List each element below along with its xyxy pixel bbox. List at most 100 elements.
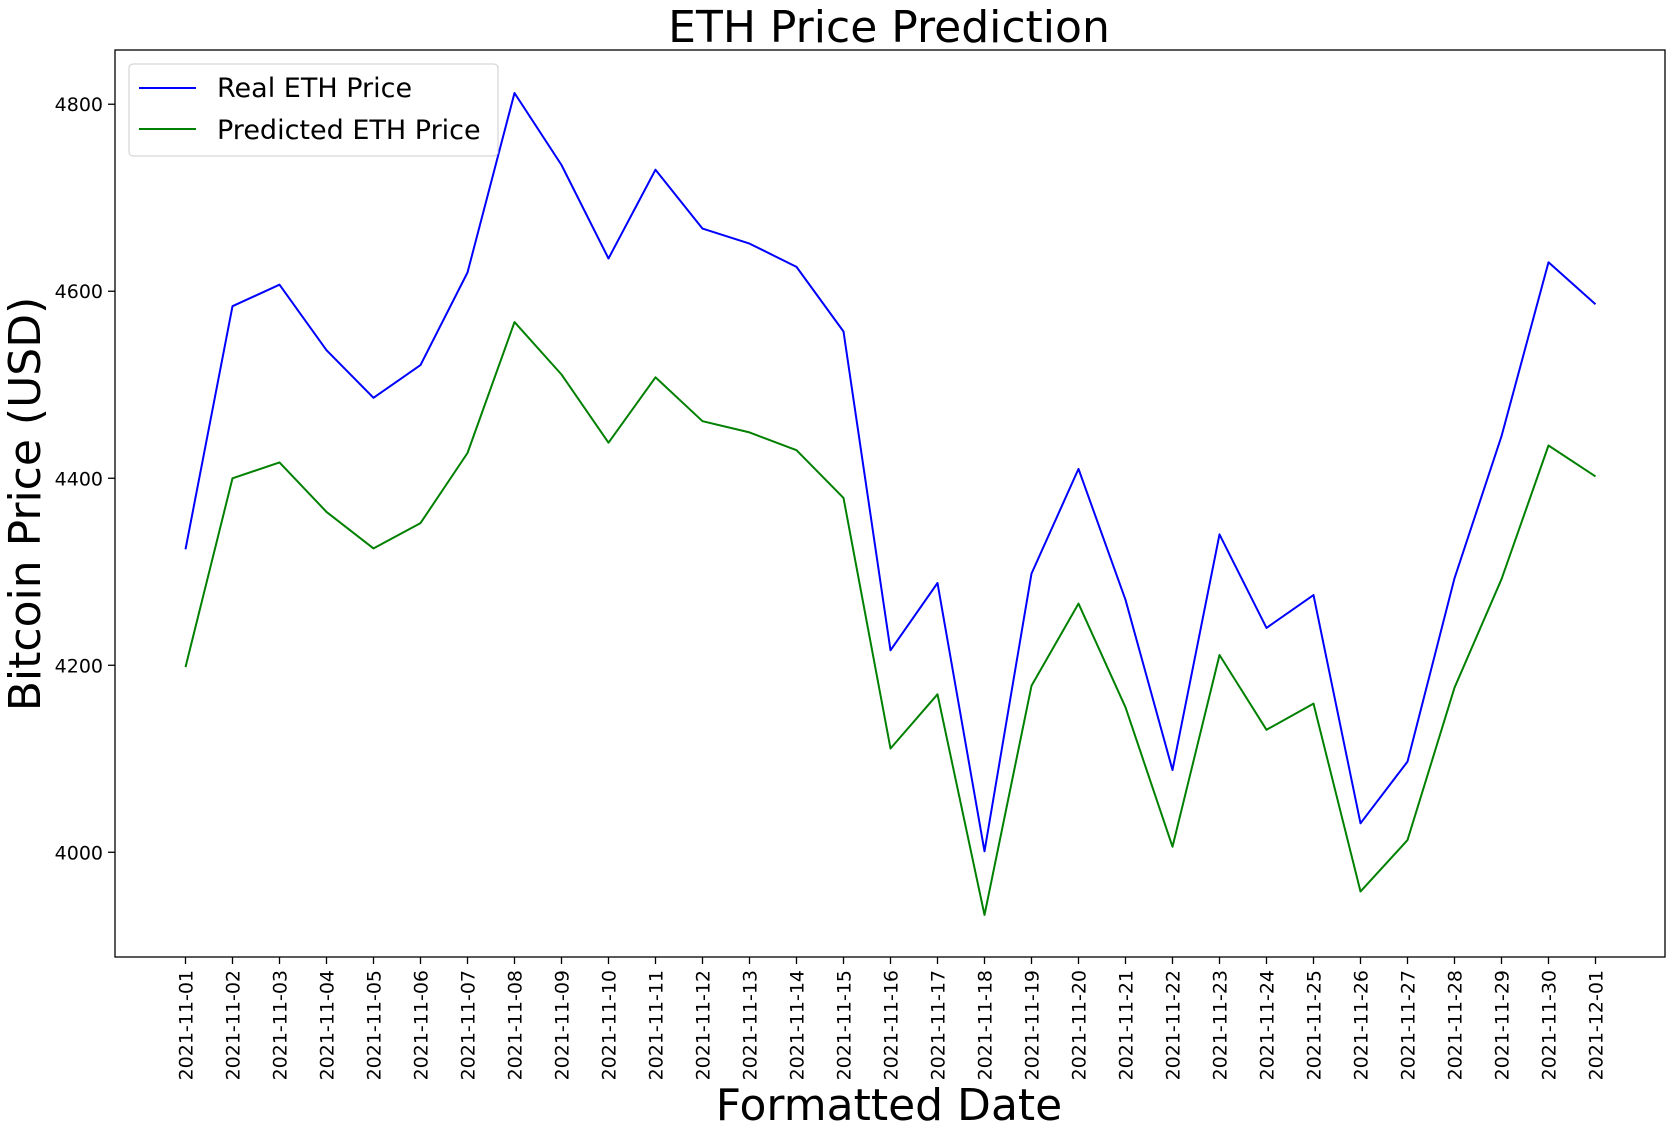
data-point-real-eth-price-2021-11-09 [561, 164, 563, 166]
y-tick-label-4200: 4200 [55, 655, 103, 677]
x-tick-label-2021-11-07: 2021-11-07 [458, 970, 480, 1080]
data-point-predicted-eth-price-2021-11-06 [420, 522, 422, 524]
data-point-predicted-eth-price-2021-11-03 [279, 461, 281, 463]
data-point-predicted-eth-price-2021-12-01 [1595, 475, 1597, 477]
data-point-real-eth-price-2021-11-14 [796, 266, 798, 268]
data-point-predicted-eth-price-2021-11-15 [843, 497, 845, 499]
data-point-real-eth-price-2021-11-03 [279, 284, 281, 286]
y-axis-label: Bitcoin Price (USD) [0, 297, 51, 712]
chart-title: ETH Price Prediction [668, 2, 1110, 53]
x-tick-label-2021-11-18: 2021-11-18 [975, 970, 997, 1080]
x-tick-label-2021-11-14: 2021-11-14 [787, 970, 809, 1080]
data-point-predicted-eth-price-2021-11-02 [232, 477, 234, 479]
legend-box [128, 63, 499, 157]
data-point-predicted-eth-price-2021-11-30 [1548, 445, 1550, 447]
data-point-predicted-eth-price-2021-11-18 [984, 914, 986, 916]
data-point-predicted-eth-price-2021-11-27 [1407, 839, 1409, 841]
data-point-real-eth-price-2021-11-04 [326, 349, 328, 351]
data-point-predicted-eth-price-2021-11-22 [1172, 846, 1174, 848]
x-tick-label-2021-11-04: 2021-11-04 [317, 970, 339, 1080]
data-point-predicted-eth-price-2021-11-16 [890, 747, 892, 749]
data-point-real-eth-price-2021-11-28 [1454, 577, 1456, 579]
data-point-predicted-eth-price-2021-11-29 [1501, 578, 1503, 580]
data-point-real-eth-price-2021-11-10 [608, 258, 610, 260]
legend-label-predicted: Predicted ETH Price [217, 115, 481, 146]
data-point-real-eth-price-2021-11-18 [984, 850, 986, 852]
data-point-predicted-eth-price-2021-11-05 [373, 547, 375, 549]
x-tick-label-2021-11-20: 2021-11-20 [1069, 970, 1091, 1080]
x-tick-label-2021-11-29: 2021-11-29 [1492, 970, 1514, 1080]
x-tick-label-2021-11-11: 2021-11-11 [646, 970, 668, 1080]
data-point-predicted-eth-price-2021-11-11 [655, 376, 657, 378]
x-axis: 2021-11-01 2021-11-02 2021-11-03 2021-11-04… [176, 957, 1608, 1080]
data-point-real-eth-price-2021-11-29 [1501, 435, 1503, 437]
data-point-predicted-eth-price-2021-11-01 [185, 666, 187, 668]
x-tick-label-2021-11-08: 2021-11-08 [505, 970, 527, 1080]
x-tick-label-2021-11-05: 2021-11-05 [364, 970, 386, 1080]
data-point-real-eth-price-2021-11-12 [702, 228, 704, 230]
x-tick-label-2021-11-23: 2021-11-23 [1210, 970, 1232, 1080]
data-point-real-eth-price-2021-11-11 [655, 169, 657, 171]
series-line-real-eth-price [184, 92, 1597, 853]
data-point-predicted-eth-price-2021-11-26 [1360, 891, 1362, 893]
x-tick-label-2021-11-17: 2021-11-17 [928, 970, 950, 1080]
data-point-real-eth-price-2021-11-24 [1266, 627, 1268, 629]
data-point-real-eth-price-2021-11-19 [1031, 573, 1033, 575]
legend-label-real: Real ETH Price [217, 73, 412, 104]
data-point-real-eth-price-2021-11-22 [1172, 769, 1174, 771]
data-point-real-eth-price-2021-11-05 [373, 397, 375, 399]
series-lines [184, 92, 1597, 916]
x-tick-label-2021-11-15: 2021-11-15 [834, 970, 856, 1080]
data-point-real-eth-price-2021-11-13 [749, 243, 751, 245]
y-tick-label-4000: 4000 [55, 842, 103, 864]
data-point-real-eth-price-2021-11-23 [1219, 533, 1221, 535]
data-point-real-eth-price-2021-11-21 [1125, 599, 1127, 601]
data-point-real-eth-price-2021-11-27 [1407, 761, 1409, 763]
data-point-predicted-eth-price-2021-11-04 [326, 511, 328, 513]
x-tick-label-2021-11-21: 2021-11-21 [1116, 970, 1138, 1080]
data-point-predicted-eth-price-2021-11-20 [1078, 603, 1080, 605]
data-point-predicted-eth-price-2021-11-14 [796, 449, 798, 451]
y-tick-label-4400: 4400 [55, 468, 103, 490]
data-point-predicted-eth-price-2021-11-28 [1454, 687, 1456, 689]
y-tick-label-4600: 4600 [55, 281, 103, 303]
data-point-predicted-eth-price-2021-11-09 [561, 373, 563, 375]
data-point-real-eth-price-2021-11-02 [232, 305, 234, 307]
x-tick-label-2021-11-27: 2021-11-27 [1398, 970, 1420, 1080]
data-point-predicted-eth-price-2021-11-23 [1219, 654, 1221, 656]
data-point-predicted-eth-price-2021-11-07 [467, 452, 469, 454]
y-tick-label-4800: 4800 [55, 94, 103, 116]
data-point-real-eth-price-2021-11-26 [1360, 822, 1362, 824]
data-point-real-eth-price-2021-11-20 [1078, 468, 1080, 470]
x-tick-label-2021-11-02: 2021-11-02 [223, 970, 245, 1080]
x-tick-label-2021-11-19: 2021-11-19 [1022, 970, 1044, 1080]
data-point-predicted-eth-price-2021-11-10 [608, 442, 610, 444]
x-axis-label: Formatted Date [716, 1080, 1062, 1131]
data-point-real-eth-price-2021-11-01 [185, 548, 187, 550]
series-line-predicted-eth-price [184, 321, 1597, 916]
data-point-predicted-eth-price-2021-11-13 [749, 431, 751, 433]
data-point-predicted-eth-price-2021-11-19 [1031, 685, 1033, 687]
data-point-real-eth-price-2021-11-07 [467, 272, 469, 274]
x-tick-label-2021-11-03: 2021-11-03 [270, 970, 292, 1080]
data-point-real-eth-price-2021-11-06 [420, 364, 422, 366]
data-point-predicted-eth-price-2021-11-17 [937, 693, 939, 695]
x-tick-label-2021-11-12: 2021-11-12 [693, 970, 715, 1080]
data-point-real-eth-price-2021-11-08 [514, 92, 516, 94]
data-point-predicted-eth-price-2021-11-21 [1125, 706, 1127, 708]
x-tick-label-2021-11-13: 2021-11-13 [740, 970, 762, 1080]
y-axis: 4000 4200 4400 4600 4800 [55, 94, 115, 864]
data-point-real-eth-price-2021-11-30 [1548, 261, 1550, 263]
data-point-predicted-eth-price-2021-11-24 [1266, 729, 1268, 731]
x-tick-label-2021-11-26: 2021-11-26 [1351, 970, 1373, 1080]
x-tick-label-2021-11-06: 2021-11-06 [411, 970, 433, 1080]
data-point-predicted-eth-price-2021-11-08 [514, 321, 516, 323]
x-tick-label-2021-11-01: 2021-11-01 [176, 970, 198, 1080]
data-point-real-eth-price-2021-11-17 [937, 582, 939, 584]
data-point-predicted-eth-price-2021-11-25 [1313, 703, 1315, 705]
x-tick-label-2021-11-25: 2021-11-25 [1304, 970, 1326, 1080]
x-tick-label-2021-11-10: 2021-11-10 [599, 970, 621, 1080]
data-point-real-eth-price-2021-11-16 [890, 649, 892, 651]
x-tick-label-2021-11-16: 2021-11-16 [881, 970, 903, 1080]
